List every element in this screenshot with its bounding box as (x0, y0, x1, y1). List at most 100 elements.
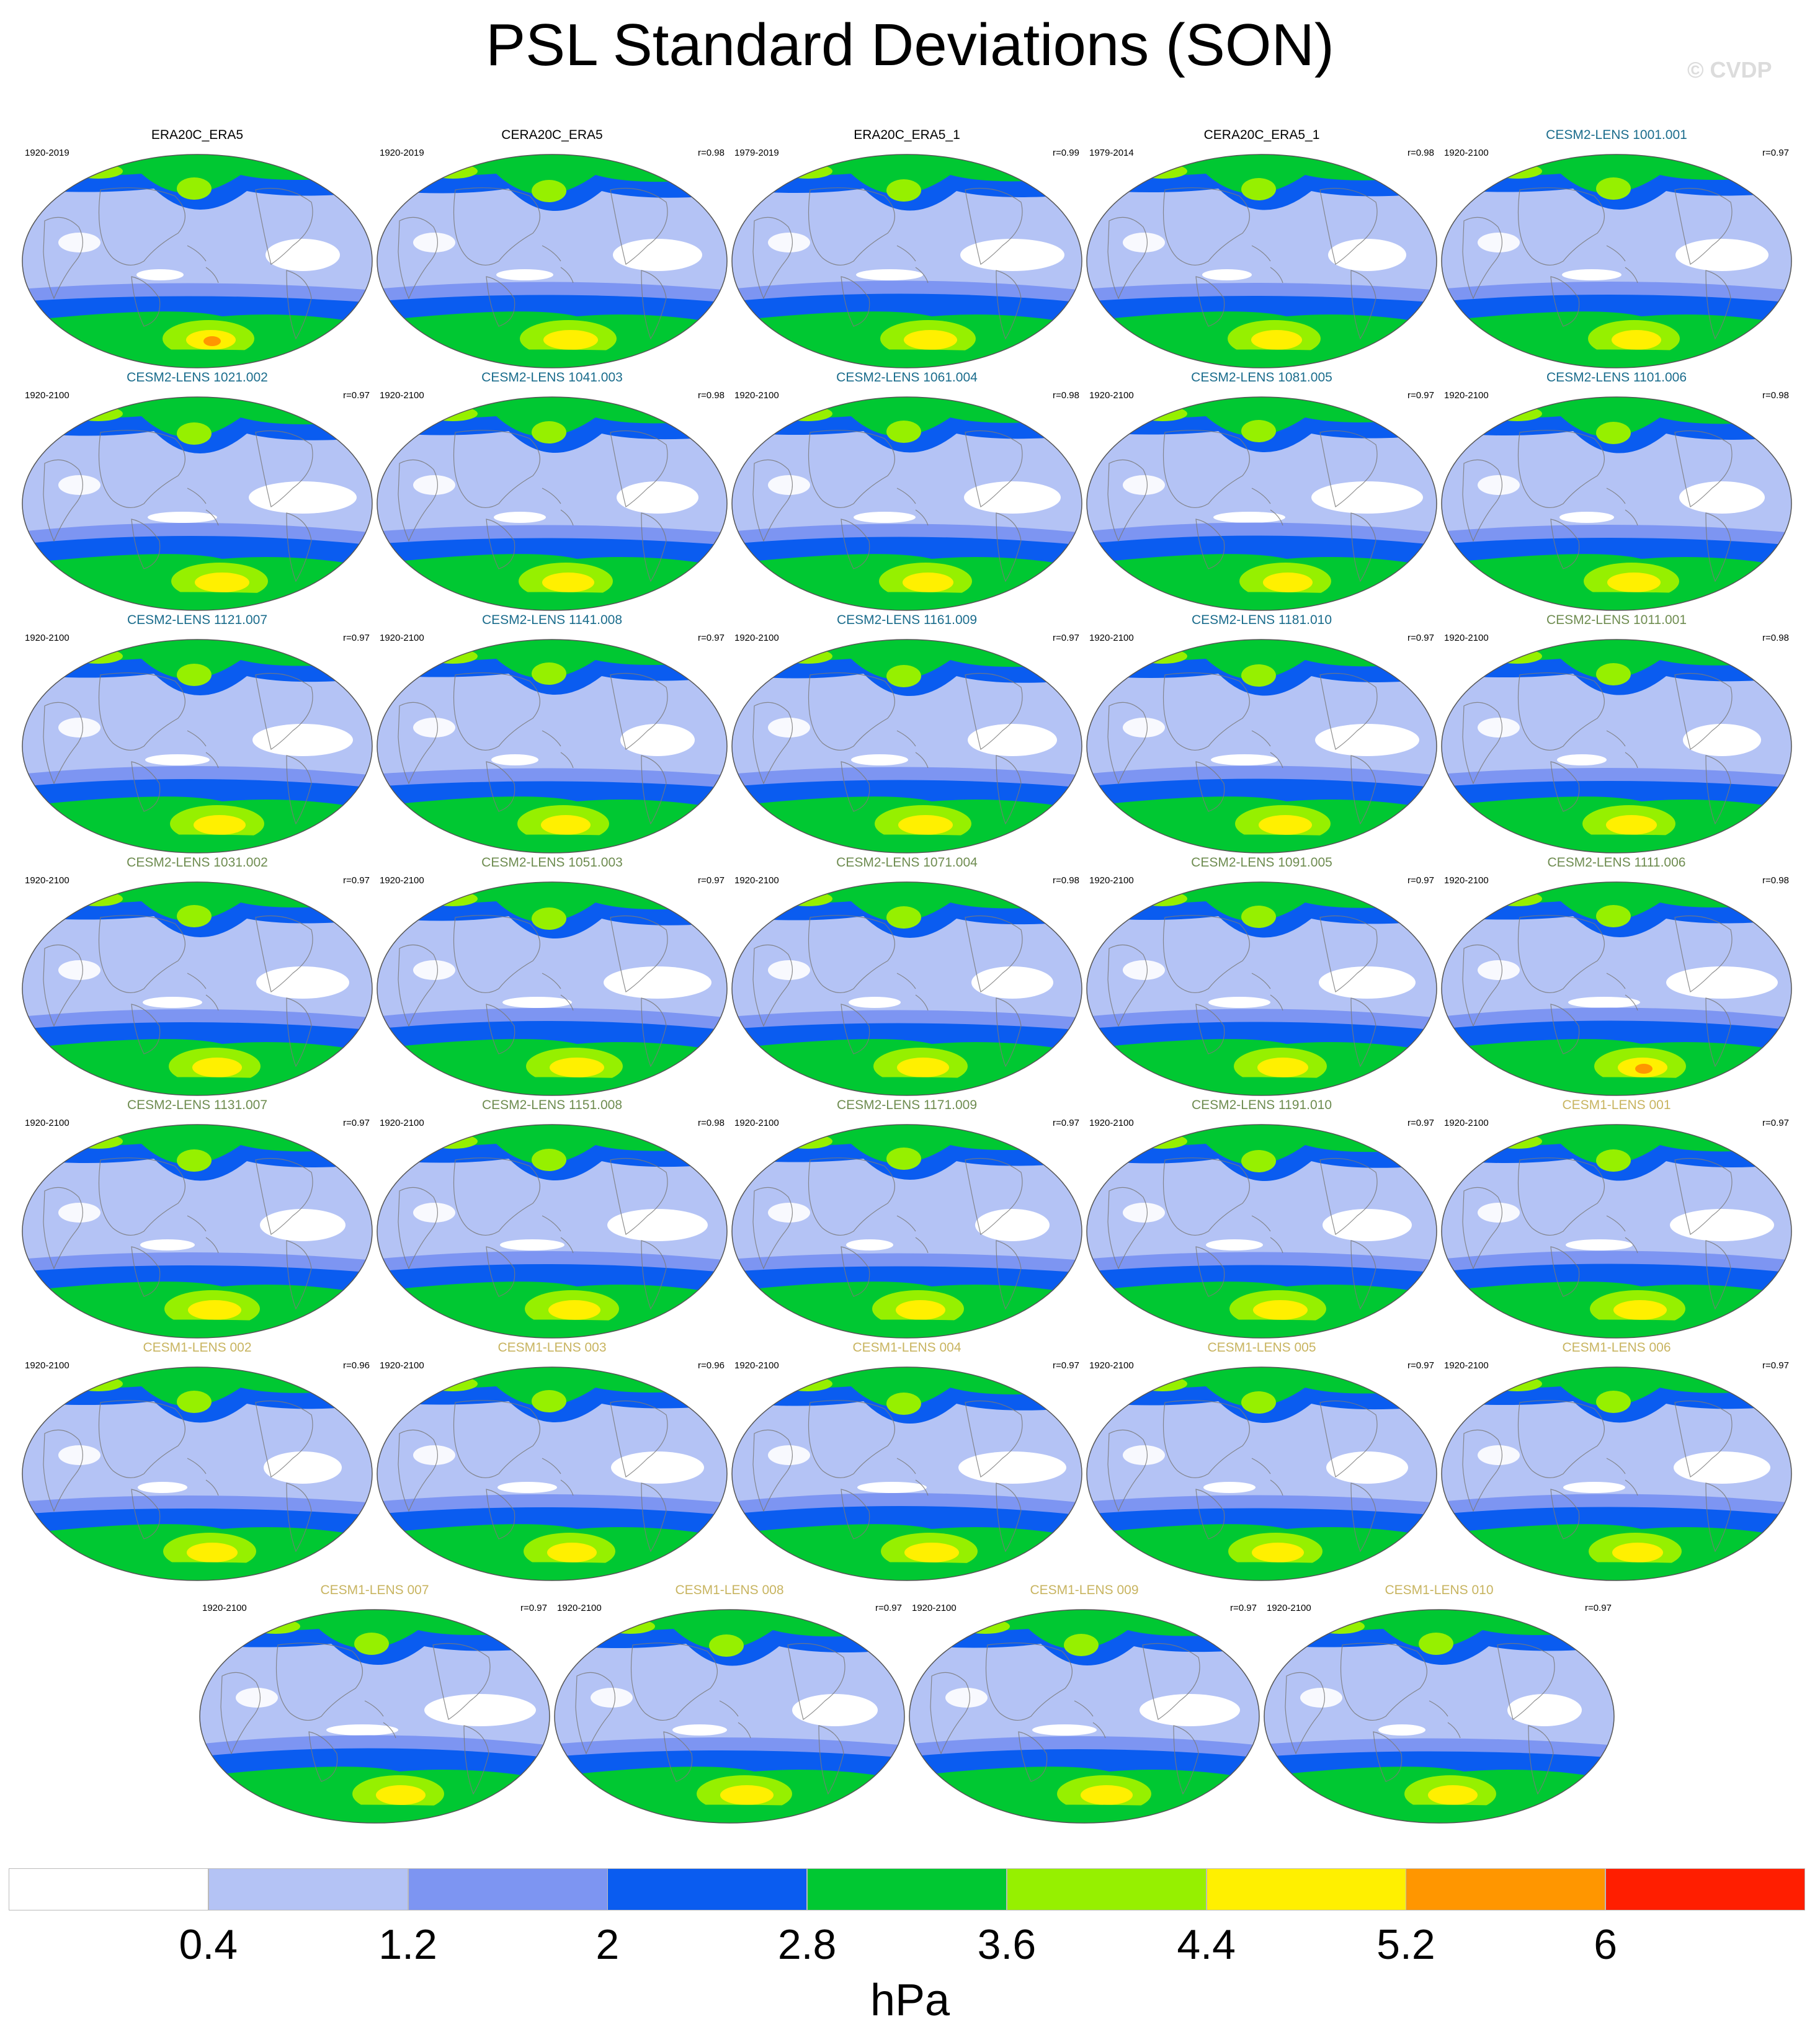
colorbar-tick-label: 0.4 (179, 1921, 238, 1968)
cvdp-watermark: © CVDP (1687, 57, 1772, 82)
panel-title: CESM2-LENS 1061.004 (836, 370, 978, 385)
pattern-correlation: r=0.97 (520, 1603, 547, 1613)
psl-std-map (377, 1366, 728, 1581)
panel-period: 1920-2100 (734, 633, 779, 643)
map-panel: CESM1-LENS 005 1920-2100 r=0.97 (1084, 1340, 1439, 1582)
psl-std-map (1086, 396, 1437, 611)
panel-title: CESM1-LENS 010 (1385, 1583, 1494, 1597)
map-panel: CESM1-LENS 007 1920-2100 r=0.97 (197, 1583, 552, 1825)
pattern-correlation: r=0.98 (698, 390, 725, 401)
panel-period: 1920-2100 (734, 390, 779, 401)
pattern-correlation: r=0.97 (1407, 1118, 1434, 1128)
panel-period: 1920-2100 (1089, 390, 1134, 401)
panel-period: 1920-2100 (1089, 1118, 1134, 1128)
pattern-correlation: r=0.97 (1053, 633, 1079, 643)
panel-title: CESM1-LENS 006 (1562, 1340, 1671, 1355)
panel-period: 1920-2100 (25, 633, 69, 643)
psl-std-map (1441, 1124, 1792, 1339)
pattern-correlation: r=0.97 (1407, 875, 1434, 886)
panel-period: 1920-2100 (734, 1118, 779, 1128)
psl-std-map (731, 154, 1082, 368)
panel-period: 1920-2100 (1444, 633, 1489, 643)
colorbar-box (408, 1868, 608, 1910)
panel-title: CESM2-LENS 1081.005 (1191, 370, 1332, 385)
panel-period: 1920-2100 (1089, 633, 1134, 643)
psl-std-map (1086, 639, 1437, 854)
pattern-correlation: r=0.97 (343, 390, 370, 401)
panel-period: 1920-2100 (734, 875, 779, 886)
panel-title: CESM2-LENS 1151.008 (481, 1098, 623, 1112)
panel-period: 1920-2100 (25, 390, 69, 401)
map-panel: CESM2-LENS 1031.002 1920-2100 r=0.97 (20, 855, 375, 1097)
map-panel: CESM2-LENS 1151.008 1920-2100 r=0.98 (375, 1098, 729, 1340)
map-panel: CESM1-LENS 009 1920-2100 r=0.97 (907, 1583, 1262, 1825)
panel-title: CESM2-LENS 1191.010 (1191, 1098, 1332, 1112)
map-panel: CERA20C_ERA5_1 1979-2014 r=0.98 (1084, 128, 1439, 370)
figure-title: PSL Standard Deviations (SON) (486, 12, 1334, 78)
map-panel: CESM2-LENS 1021.002 1920-2100 r=0.97 (20, 370, 375, 612)
pattern-correlation: r=0.96 (343, 1360, 370, 1371)
panel-period: 1920-2100 (25, 875, 69, 886)
map-panel: CESM1-LENS 010 1920-2100 r=0.97 (1262, 1583, 1617, 1825)
panel-title: CESM2-LENS 1121.007 (127, 613, 268, 627)
map-panel: CESM2-LENS 1041.003 1920-2100 r=0.98 (375, 370, 729, 612)
panel-period: 1920-2019 (380, 148, 424, 158)
psl-std-map (22, 396, 373, 611)
map-panel: ERA20C_ERA5 1920-2019 (20, 128, 375, 370)
psl-std-map (731, 881, 1082, 1096)
panel-period: 1920-2100 (1444, 1118, 1489, 1128)
map-panel: CESM2-LENS 1141.008 1920-2100 r=0.97 (375, 613, 729, 855)
psl-std-map (377, 1124, 728, 1339)
panel-title: CESM1-LENS 007 (320, 1583, 429, 1597)
psl-std-map (377, 154, 728, 368)
map-panel: CESM2-LENS 1121.007 1920-2100 r=0.97 (20, 613, 375, 855)
pattern-correlation: r=0.98 (1053, 390, 1079, 401)
psl-std-map (554, 1609, 905, 1824)
map-panel: CESM2-LENS 1161.009 1920-2100 r=0.97 (729, 613, 1084, 855)
panel-title: CESM2-LENS 1051.003 (481, 855, 623, 870)
pattern-correlation: r=0.98 (1407, 148, 1434, 158)
psl-std-map (377, 639, 728, 854)
map-panel: CESM2-LENS 1181.010 1920-2100 r=0.97 (1084, 613, 1439, 855)
pattern-correlation: r=0.97 (1585, 1603, 1612, 1613)
panel-title: CESM1-LENS 005 (1207, 1340, 1316, 1355)
panel-title: CESM2-LENS 1101.006 (1546, 370, 1687, 385)
panel-title: CESM1-LENS 002 (143, 1340, 252, 1355)
panel-title: CESM2-LENS 1161.009 (836, 613, 978, 627)
colorbar-tick-label: 1.2 (378, 1921, 437, 1968)
panel-title: CESM2-LENS 1001.001 (1546, 128, 1687, 142)
map-panel: CESM2-LENS 1171.009 1920-2100 r=0.97 (729, 1098, 1084, 1340)
panel-period: 1920-2100 (202, 1603, 247, 1613)
map-panel: CESM2-LENS 1071.004 1920-2100 r=0.98 (729, 855, 1084, 1097)
pattern-correlation: r=0.99 (1053, 148, 1079, 158)
colorbar-units: hPa (870, 1976, 950, 2025)
pattern-correlation: r=0.97 (1407, 390, 1434, 401)
panel-title: CESM2-LENS 1071.004 (836, 855, 978, 870)
panel-period: 1920-2100 (1444, 390, 1489, 401)
map-panel: CERA20C_ERA5 1920-2019 r=0.98 (375, 128, 729, 370)
pattern-correlation: r=0.97 (1762, 1118, 1789, 1128)
pattern-correlation: r=0.97 (698, 633, 725, 643)
panel-title: CESM2-LENS 1131.007 (127, 1098, 268, 1112)
panel-period: 1920-2100 (380, 633, 424, 643)
colorbar-tick-label: 3.6 (977, 1921, 1037, 1968)
pattern-correlation: r=0.97 (1762, 1360, 1789, 1371)
colorbar-box (1406, 1868, 1606, 1910)
pattern-correlation: r=0.97 (343, 1118, 370, 1128)
pattern-correlation: r=0.97 (698, 875, 725, 886)
psl-std-map (731, 1366, 1082, 1581)
pattern-correlation: r=0.97 (1407, 1360, 1434, 1371)
pattern-correlation: r=0.98 (698, 1118, 725, 1128)
panel-title: CESM2-LENS 1011.001 (1546, 613, 1687, 627)
psl-std-map (1441, 396, 1792, 611)
psl-std-map (22, 1366, 373, 1581)
map-panel: CESM1-LENS 001 1920-2100 r=0.97 (1439, 1098, 1794, 1340)
psl-std-map (1441, 154, 1792, 368)
psl-std-map (1086, 154, 1437, 368)
panel-period: 1920-2100 (912, 1603, 957, 1613)
pattern-correlation: r=0.98 (1762, 633, 1789, 643)
colorbar-tick-label: 5.2 (1376, 1921, 1435, 1968)
psl-std-map (731, 639, 1082, 854)
panel-title: CERA20C_ERA5 (501, 128, 603, 142)
pattern-correlation: r=0.97 (1407, 633, 1434, 643)
